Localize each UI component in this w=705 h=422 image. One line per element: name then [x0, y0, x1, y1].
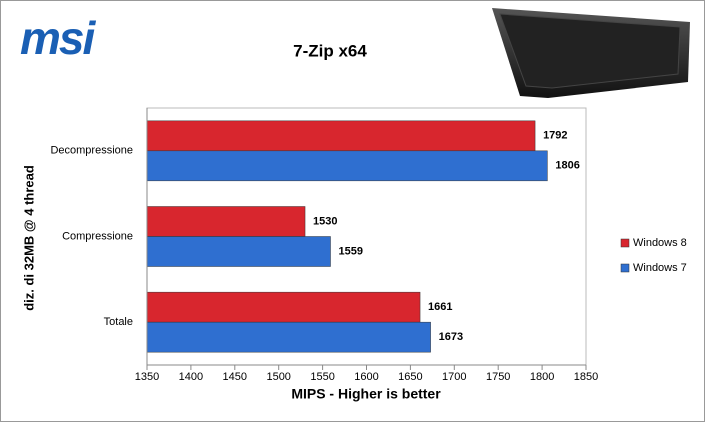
data-label: 1530	[313, 215, 337, 227]
x-tick-label: 1650	[398, 371, 422, 383]
y-tick-label: Totale	[104, 316, 133, 328]
bar	[146, 236, 331, 267]
data-label: 1661	[428, 301, 452, 313]
bar	[146, 321, 431, 353]
bar	[146, 206, 306, 237]
y-tick-label: Decompressione	[50, 145, 133, 157]
bar	[146, 291, 421, 323]
x-tick-label: 1350	[135, 371, 159, 383]
x-tick-label: 1400	[179, 371, 203, 383]
legend-label: Windows 7	[633, 262, 687, 274]
x-tick-label: 1550	[310, 371, 334, 383]
x-tick-label: 1700	[442, 371, 466, 383]
legend-label: Windows 8	[633, 237, 687, 249]
y-axis-title: diz. di 32MB @ 4 thread	[21, 165, 36, 311]
x-tick-label: 1750	[486, 371, 510, 383]
data-label: 1806	[555, 160, 579, 172]
y-tick-label: Compressione	[62, 230, 133, 242]
x-tick-label: 1500	[266, 371, 290, 383]
chart-title: 7-Zip x64	[293, 41, 367, 60]
legend-swatch	[620, 238, 630, 248]
x-tick-label: 1450	[223, 371, 247, 383]
x-tick-label: 1600	[354, 371, 378, 383]
data-label: 1559	[339, 245, 363, 257]
tablet-image	[492, 8, 690, 98]
x-axis-title: MIPS - Higher is better	[291, 386, 441, 402]
bar	[146, 150, 548, 182]
data-label: 1673	[439, 331, 463, 343]
data-label: 1792	[543, 130, 567, 142]
x-tick-label: 1800	[530, 371, 554, 383]
x-tick-label: 1850	[574, 371, 598, 383]
bar	[146, 120, 536, 152]
logo: msi	[20, 12, 96, 64]
legend-swatch	[620, 263, 630, 273]
